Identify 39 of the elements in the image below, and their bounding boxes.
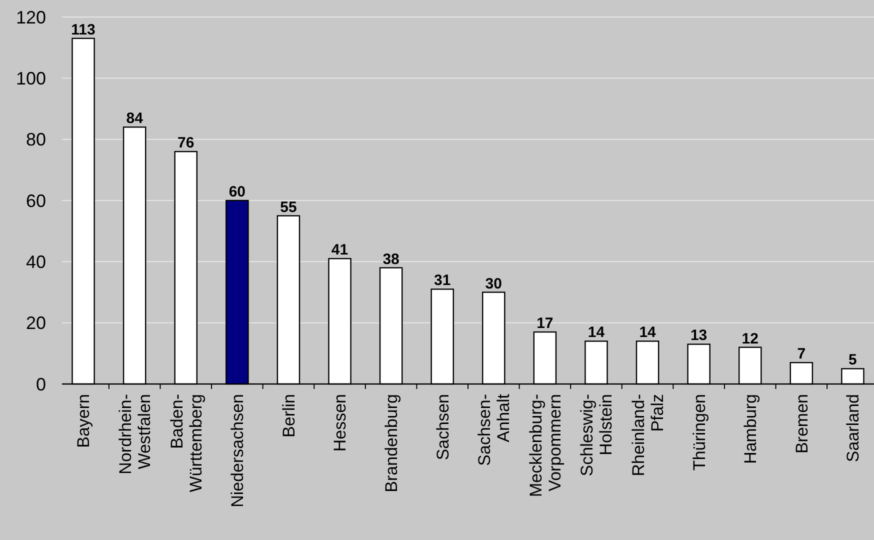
x-tick-label: Saarland bbox=[844, 394, 863, 462]
x-tick-label: Bremen bbox=[792, 394, 812, 454]
y-tick-label: 20 bbox=[26, 313, 46, 334]
x-tick-label: Rheinland-Pfalz bbox=[628, 394, 667, 476]
data-label: 13 bbox=[690, 327, 708, 344]
y-tick-label: 0 bbox=[36, 374, 46, 394]
data-label: 7 bbox=[797, 346, 806, 363]
x-tick-label: Mecklenburg-Vorpommern bbox=[526, 394, 564, 497]
data-label: 60 bbox=[228, 184, 246, 200]
y-tick-label: 40 bbox=[26, 252, 46, 272]
y-tick-label: 120 bbox=[16, 7, 46, 28]
data-label: 55 bbox=[280, 198, 297, 216]
y-tick-label: 60 bbox=[26, 190, 46, 211]
data-label: 41 bbox=[331, 242, 348, 259]
data-label: 12 bbox=[742, 330, 758, 348]
data-label: 14 bbox=[588, 324, 606, 342]
data-label: 84 bbox=[126, 110, 144, 128]
x-tick-label: Berlin bbox=[279, 394, 298, 438]
x-tick-label: Niedersachsen bbox=[228, 394, 248, 508]
x-tick-label: Hessen bbox=[330, 394, 350, 452]
data-label: 113 bbox=[71, 21, 96, 38]
x-tick-label: Schleswig-Holstein bbox=[578, 394, 616, 476]
x-tick-label: Nordrhein-Westfalen bbox=[116, 394, 154, 474]
data-label: 5 bbox=[848, 352, 857, 369]
x-tick-label: Hamburg bbox=[741, 394, 760, 464]
data-label: 14 bbox=[639, 324, 657, 342]
x-tick-label: Brandenburg bbox=[382, 394, 402, 492]
x-tick-label: Sachsen bbox=[433, 394, 452, 460]
x-tick-label: Sachsen-Anhalt bbox=[475, 394, 514, 466]
y-tick-label: 100 bbox=[16, 68, 46, 88]
data-label: 31 bbox=[434, 272, 451, 290]
x-tick-label: Baden-Württemberg bbox=[167, 394, 206, 492]
data-label: 38 bbox=[382, 250, 400, 268]
data-label: 76 bbox=[178, 134, 194, 152]
y-tick-label: 80 bbox=[26, 130, 46, 150]
data-label: 30 bbox=[485, 275, 502, 292]
x-tick-label: Bayern bbox=[74, 394, 94, 448]
x-tick-label: Thüringen bbox=[690, 394, 709, 471]
data-label: 17 bbox=[536, 315, 554, 332]
